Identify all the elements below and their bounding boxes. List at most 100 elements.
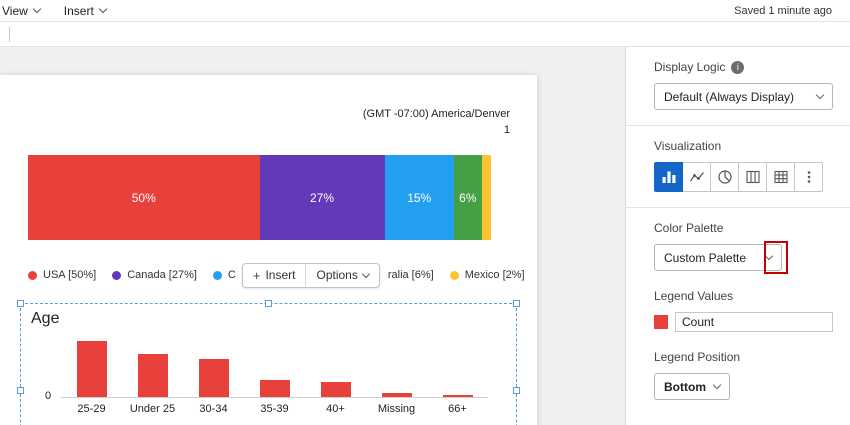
bar-column bbox=[61, 341, 122, 397]
x-axis-label: 66+ bbox=[448, 403, 467, 415]
plus-icon: + bbox=[252, 267, 261, 283]
stacked-segment: 6% bbox=[453, 155, 482, 240]
stacked-segment bbox=[481, 155, 491, 240]
x-axis-label: Under 25 bbox=[129, 403, 176, 415]
legend-item: USA [50%] bbox=[28, 269, 96, 281]
bar bbox=[76, 341, 107, 397]
line-chart-icon bbox=[689, 172, 704, 182]
resize-handle[interactable] bbox=[513, 386, 520, 394]
viz-more-button[interactable] bbox=[794, 162, 823, 192]
display-logic-value: Default (Always Display) bbox=[664, 89, 795, 104]
legend-item: Mexico [2%] bbox=[449, 269, 525, 281]
y-axis-zero-label: 0 bbox=[45, 390, 52, 402]
toolbar-divider bbox=[9, 27, 10, 42]
columns-icon bbox=[745, 170, 760, 184]
bar-column bbox=[183, 359, 244, 397]
legend-value-input[interactable] bbox=[675, 312, 833, 332]
secondary-toolbar bbox=[0, 22, 850, 47]
color-palette-wrap: Custom Palette bbox=[654, 241, 788, 274]
legend-item: C bbox=[212, 269, 236, 281]
display-logic-label-row: Display Logic i bbox=[654, 60, 833, 74]
menu-insert-label: Insert bbox=[63, 3, 94, 18]
chevron-down-icon bbox=[98, 4, 108, 14]
selected-widget-age-chart[interactable]: Age 0 25-29 Under 25 30-34 bbox=[17, 300, 520, 425]
viz-line-chart-button[interactable] bbox=[682, 162, 711, 192]
viz-columns-button[interactable] bbox=[738, 162, 767, 192]
timezone-label: (GMT -07:00) America/Denver bbox=[362, 108, 510, 120]
chevron-down-icon bbox=[712, 380, 722, 390]
stacked-bar-chart[interactable]: 50% 27% 15% 6% bbox=[28, 155, 491, 240]
bar-column bbox=[366, 392, 427, 397]
viz-bar-chart-button[interactable] bbox=[654, 162, 683, 192]
legend-dot bbox=[212, 270, 222, 280]
bar bbox=[259, 379, 290, 397]
legend-dot bbox=[112, 270, 122, 280]
options-button-label: Options bbox=[316, 268, 358, 282]
segment-label: 27% bbox=[309, 190, 335, 205]
x-axis-label: 40+ bbox=[326, 403, 345, 415]
menu-insert[interactable]: Insert bbox=[63, 3, 108, 18]
bar bbox=[137, 354, 168, 397]
options-button[interactable]: Options bbox=[305, 263, 378, 287]
color-palette-select[interactable]: Custom Palette bbox=[654, 244, 782, 271]
menu-view-label: View bbox=[2, 3, 28, 18]
insert-button-label: Insert bbox=[265, 268, 296, 282]
bar bbox=[442, 394, 473, 397]
page-number: 1 bbox=[503, 124, 510, 136]
table-icon bbox=[773, 170, 788, 184]
resize-handle[interactable] bbox=[17, 300, 24, 307]
chevron-down-icon bbox=[361, 269, 371, 278]
x-axis-label: 30-34 bbox=[199, 403, 228, 415]
legend-values-label: Legend Values bbox=[654, 289, 734, 303]
bar-column bbox=[305, 381, 366, 397]
floating-toolbar: + Insert Options bbox=[241, 262, 380, 288]
stacked-segment: 15% bbox=[384, 155, 454, 240]
report-page[interactable]: (GMT -07:00) America/Denver 1 50% 27% 15… bbox=[0, 75, 537, 425]
viz-pie-chart-button[interactable] bbox=[710, 162, 739, 192]
display-logic-select[interactable]: Default (Always Display) bbox=[654, 83, 833, 110]
bar-column bbox=[244, 379, 305, 397]
bar bbox=[198, 359, 229, 397]
display-logic-label: Display Logic bbox=[654, 60, 726, 74]
legend-dot bbox=[28, 270, 37, 280]
color-palette-value: Custom Palette bbox=[664, 250, 747, 265]
x-axis-labels: 25-29 Under 25 30-34 35-39 40+ Missing 6… bbox=[61, 403, 488, 415]
legend-dot bbox=[449, 270, 459, 280]
resize-handle[interactable] bbox=[513, 300, 520, 307]
legend-label: ralia [6%] bbox=[387, 269, 434, 281]
x-axis-label: 25-29 bbox=[77, 403, 106, 415]
visualization-label: Visualization bbox=[654, 139, 722, 153]
legend-values-row bbox=[654, 312, 833, 332]
legend-values-swatch[interactable] bbox=[654, 315, 668, 329]
resize-handle[interactable] bbox=[17, 386, 24, 394]
visualization-button-group bbox=[654, 162, 833, 192]
stacked-segment: 27% bbox=[259, 155, 385, 240]
viz-table-button[interactable] bbox=[766, 162, 795, 192]
bar bbox=[381, 392, 412, 397]
pie-chart-icon bbox=[717, 170, 732, 184]
segment-label: 50% bbox=[131, 190, 156, 205]
legend-label: Mexico [2%] bbox=[464, 269, 525, 281]
save-status: Saved 1 minute ago bbox=[734, 4, 832, 17]
chevron-down-icon[interactable] bbox=[764, 251, 774, 261]
color-palette-label: Color Palette bbox=[654, 221, 724, 235]
segment-label: 6% bbox=[459, 190, 477, 205]
segment-label: 15% bbox=[407, 190, 432, 205]
resize-handle[interactable] bbox=[264, 300, 272, 307]
legend-item: ralia [6%] bbox=[388, 269, 434, 281]
legend-position-select[interactable]: Bottom bbox=[654, 373, 730, 400]
chart-title: Age bbox=[31, 310, 60, 327]
legend-position-value: Bottom bbox=[664, 379, 706, 394]
bar bbox=[320, 381, 351, 397]
info-icon[interactable]: i bbox=[731, 60, 745, 74]
x-axis-label: 35-39 bbox=[260, 403, 289, 415]
more-vertical-icon bbox=[807, 171, 810, 183]
insert-button[interactable]: + Insert bbox=[243, 264, 306, 287]
bar-column bbox=[122, 354, 183, 397]
chevron-down-icon bbox=[32, 4, 42, 14]
bar-column bbox=[427, 394, 488, 397]
legend-row: USA [50%] Canada [27%] C + Insert bbox=[28, 262, 533, 288]
menu-view[interactable]: View bbox=[2, 3, 42, 18]
menu-group: View Insert bbox=[2, 3, 108, 18]
